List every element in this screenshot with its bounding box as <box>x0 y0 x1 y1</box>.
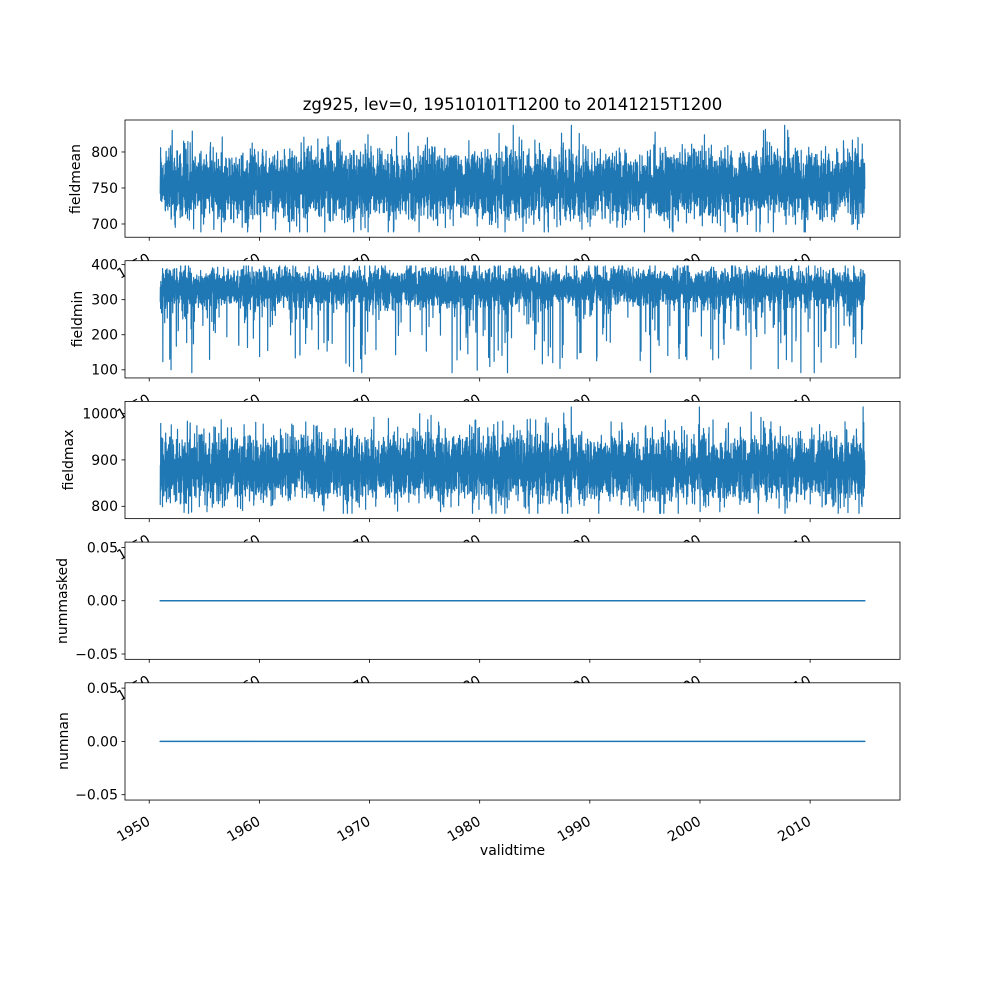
subplot-fieldmean: 7007508001950196019701980199020002010 <box>91 119 901 282</box>
y-tick-label: 400 <box>91 258 118 274</box>
fieldmean-line <box>159 124 866 233</box>
x-axis-label: validtime <box>479 843 546 859</box>
y-axis-label-nummasked: nummasked <box>55 557 71 644</box>
subplot-nummasked: −0.050.000.05195019601970198019902000201… <box>75 540 901 705</box>
y-tick-label: 0.05 <box>87 540 118 556</box>
y-tick-label: 700 <box>91 217 118 233</box>
y-tick-label: 750 <box>91 181 118 197</box>
y-axis-label-fieldmean: fieldmean <box>68 143 84 214</box>
axes-frame <box>124 260 901 379</box>
y-tick-label: 800 <box>91 499 118 515</box>
subplot-fieldmax: 80090010001950196019701980199020002010 <box>82 400 901 564</box>
y-tick-label: 100 <box>91 363 118 379</box>
y-tick-label: 200 <box>91 328 118 344</box>
figure-title: zg925, lev=0, 19510101T1200 to 20141215T… <box>302 95 723 114</box>
x-tick-label: 1970 <box>335 814 374 846</box>
y-tick-label: 0.00 <box>87 734 118 750</box>
y-axis-label-fieldmax: fieldmax <box>61 429 77 491</box>
subplot-fieldmin: 1002003004001950196019701980199020002010 <box>91 258 901 423</box>
y-tick-label: 900 <box>91 453 118 469</box>
y-axis-label-numnan: numnan <box>56 712 72 771</box>
x-tick-label: 1990 <box>555 814 594 846</box>
y-tick-label: −0.05 <box>75 788 118 804</box>
x-tick-label: 2010 <box>775 814 814 846</box>
y-axis-label-fieldmin: fieldmin <box>70 290 86 348</box>
y-tick-label: 1000 <box>82 406 118 422</box>
y-tick-label: 0.05 <box>87 681 118 697</box>
y-tick-label: 300 <box>91 293 118 309</box>
subplot-numnan: −0.05 0.00 0.05 1950 1960 1970 1980 1990 2000 201… <box>75 681 901 846</box>
fieldmin-line <box>159 265 866 374</box>
y-tick-label: 800 <box>91 145 118 161</box>
x-tick-label: 2000 <box>665 814 704 846</box>
axes-frame <box>124 119 901 238</box>
fieldmax-line <box>159 406 866 514</box>
x-tick-label: 1960 <box>225 814 264 846</box>
x-tick-label: 1950 <box>114 814 153 846</box>
x-tick-label: 1980 <box>445 814 484 846</box>
y-tick-label: −0.05 <box>75 647 118 663</box>
y-tick-label: 0.00 <box>87 594 118 610</box>
